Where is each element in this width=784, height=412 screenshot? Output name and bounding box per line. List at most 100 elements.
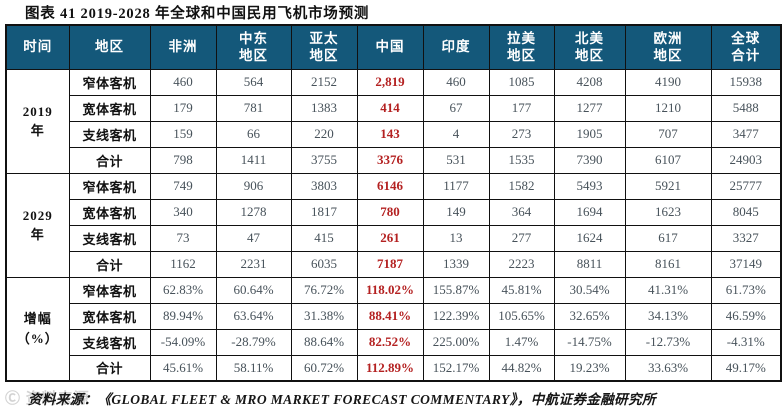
cell-value: 67 bbox=[422, 94, 490, 122]
source-footer: Ⓒ 资料来源 资料来源：《GLOBAL FLEET & MRO MARKET F… bbox=[5, 386, 784, 410]
cell-value: 1085 bbox=[488, 68, 555, 96]
cell-value: 1535 bbox=[488, 146, 555, 174]
cell-value: 30.54% bbox=[553, 276, 626, 304]
cell-value: 2223 bbox=[488, 250, 555, 278]
cell-value-china: 7187 bbox=[356, 250, 424, 278]
cell-value: 89.94% bbox=[149, 302, 217, 330]
table-row: 增幅 （%） 窄体客机 62.83% 60.64% 76.72% 118.02%… bbox=[5, 276, 782, 382]
cell-value: 63.64% bbox=[215, 302, 292, 330]
period-cell-growth: 增幅 （%） bbox=[5, 276, 70, 382]
row-label: 支线客机 bbox=[68, 224, 151, 252]
cell-value: 8045 bbox=[710, 198, 782, 226]
cell-value: 1.47% bbox=[488, 328, 555, 356]
cell-value: -4.31% bbox=[710, 328, 782, 356]
cell-value: 781 bbox=[215, 94, 292, 122]
period-cell-2019: 2019 年 bbox=[5, 68, 70, 174]
cell-value: 73 bbox=[149, 224, 217, 252]
cell-value: 1383 bbox=[290, 94, 358, 122]
row-label: 支线客机 bbox=[68, 120, 151, 148]
cell-value: 155.87% bbox=[422, 276, 490, 304]
cell-value-china: 112.89% bbox=[356, 354, 424, 382]
cell-value: 1411 bbox=[215, 146, 292, 174]
col-header-mideast: 中东 地区 bbox=[215, 24, 292, 70]
cell-value: 5921 bbox=[624, 172, 712, 200]
cell-value: 46.59% bbox=[710, 302, 782, 330]
col-header-region: 地区 bbox=[68, 24, 151, 70]
row-label-total: 合计 bbox=[68, 250, 151, 278]
cell-value: 15938 bbox=[710, 68, 782, 96]
cell-value: 31.38% bbox=[290, 302, 358, 330]
cell-value: 3477 bbox=[710, 120, 782, 148]
table-row: 宽体客机 89.94% 63.64% 31.38% 88.41% 122.39%… bbox=[6, 302, 782, 330]
cell-value: 4 bbox=[422, 120, 490, 148]
cell-value: 5488 bbox=[710, 94, 782, 122]
cell-value: 2152 bbox=[290, 68, 358, 96]
cell-value: 1277 bbox=[553, 94, 626, 122]
cell-value: 24903 bbox=[710, 146, 782, 174]
cell-value: 798 bbox=[149, 146, 217, 174]
col-header-latam: 拉美 地区 bbox=[488, 24, 555, 70]
row-label: 窄体客机 bbox=[68, 172, 151, 200]
cell-value: 1162 bbox=[149, 250, 217, 278]
table-row: 合计 1162 2231 6035 7187 1339 2223 8811 81… bbox=[6, 250, 782, 278]
cell-value: 44.82% bbox=[488, 354, 555, 382]
col-header-noram: 北美 地区 bbox=[553, 24, 626, 70]
cell-value: 1177 bbox=[422, 172, 490, 200]
cell-value: 7390 bbox=[553, 146, 626, 174]
table-row: 支线客机 -54.09% -28.79% 88.64% 82.52% 225.0… bbox=[6, 328, 782, 356]
cell-value: 225.00% bbox=[422, 328, 490, 356]
row-label-total: 合计 bbox=[68, 354, 151, 382]
cell-value: 45.61% bbox=[149, 354, 217, 382]
cell-value: 8811 bbox=[553, 250, 626, 278]
table-header: 时间 地区 非洲 中东 地区 亚太 地区 中国 印度 拉美 地区 北美 地区 欧… bbox=[5, 24, 782, 70]
cell-value: 460 bbox=[149, 68, 217, 96]
cell-value: 32.65% bbox=[553, 302, 626, 330]
cell-value-china: 414 bbox=[356, 94, 424, 122]
cell-value: 152.17% bbox=[422, 354, 490, 382]
cell-value: 177 bbox=[488, 94, 555, 122]
row-label: 窄体客机 bbox=[68, 276, 151, 304]
cell-value: 564 bbox=[215, 68, 292, 96]
cell-value: 105.65% bbox=[488, 302, 555, 330]
cell-value: 3755 bbox=[290, 146, 358, 174]
table-row: 支线客机 73 47 415 261 13 277 1624 617 3327 bbox=[6, 224, 782, 252]
col-header-europe: 欧洲 地区 bbox=[624, 24, 712, 70]
row-label: 窄体客机 bbox=[68, 68, 151, 96]
cell-value: 6035 bbox=[290, 250, 358, 278]
table-row: 合计 798 1411 3755 3376 531 1535 7390 6107… bbox=[6, 146, 782, 174]
row-label: 支线客机 bbox=[68, 328, 151, 356]
cell-value: 76.72% bbox=[290, 276, 358, 304]
cell-value: 4208 bbox=[553, 68, 626, 96]
cell-value: -54.09% bbox=[149, 328, 217, 356]
cell-value-china: 780 bbox=[356, 198, 424, 226]
cell-value: 13 bbox=[422, 224, 490, 252]
col-header-global-total: 全球 合计 bbox=[710, 24, 782, 70]
watermark-stamp: Ⓒ 资料来源 bbox=[5, 391, 90, 407]
cell-value: 617 bbox=[624, 224, 712, 252]
cell-value: 906 bbox=[215, 172, 292, 200]
table-row: 2019 年 窄体客机 460 564 2152 2,819 460 1085 … bbox=[5, 68, 782, 174]
cell-value: 58.11% bbox=[215, 354, 292, 382]
cell-value: 159 bbox=[149, 120, 217, 148]
cell-value: -28.79% bbox=[215, 328, 292, 356]
row-label: 宽体客机 bbox=[68, 94, 151, 122]
table-row: 支线客机 159 66 220 143 4 273 1905 707 3477 bbox=[6, 120, 782, 148]
aircraft-forecast-table: 时间 地区 非洲 中东 地区 亚太 地区 中国 印度 拉美 地区 北美 地区 欧… bbox=[5, 24, 782, 382]
cell-value: 3327 bbox=[710, 224, 782, 252]
cell-value: 41.31% bbox=[624, 276, 712, 304]
cell-value: 60.64% bbox=[215, 276, 292, 304]
cell-value: 179 bbox=[149, 94, 217, 122]
cell-value: 277 bbox=[488, 224, 555, 252]
col-header-apac: 亚太 地区 bbox=[290, 24, 358, 70]
cell-value-china: 143 bbox=[356, 120, 424, 148]
cell-value-china: 88.41% bbox=[356, 302, 424, 330]
cell-value: 6107 bbox=[624, 146, 712, 174]
cell-value: -12.73% bbox=[624, 328, 712, 356]
cell-value: 49.17% bbox=[710, 354, 782, 382]
col-header-china: 中国 bbox=[356, 24, 424, 70]
cell-value: 749 bbox=[149, 172, 217, 200]
cell-value: 531 bbox=[422, 146, 490, 174]
cell-value: 1582 bbox=[488, 172, 555, 200]
period-cell-2029: 2029 年 bbox=[5, 172, 70, 278]
